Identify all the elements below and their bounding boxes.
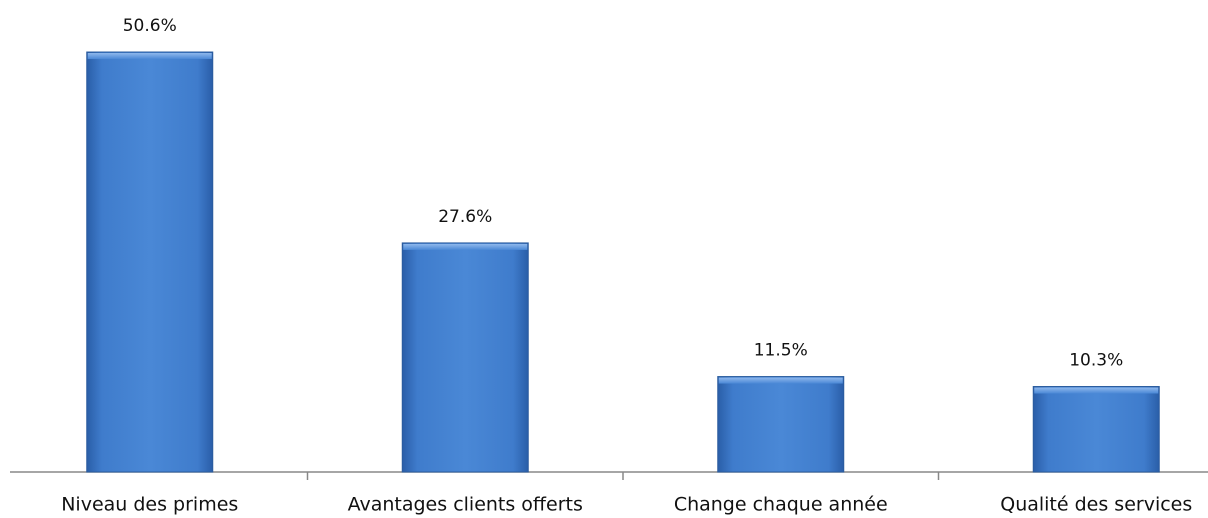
- data-label: 11.5%: [754, 341, 808, 361]
- data-label: 50.6%: [123, 16, 177, 36]
- bar-body: [401, 242, 529, 473]
- bar-body: [1032, 386, 1160, 473]
- data-label: 27.6%: [438, 207, 492, 227]
- x-tick-label: Niveau des primes: [61, 494, 238, 516]
- bar: [86, 51, 214, 473]
- bar-bevel: [718, 377, 843, 384]
- data-label: 10.3%: [1069, 351, 1123, 371]
- x-tick-label: Change chaque année: [674, 494, 888, 516]
- bar: [717, 376, 845, 473]
- x-tick-label: Qualité des services: [1000, 494, 1192, 516]
- bar: [1032, 386, 1160, 473]
- bar-bevel: [403, 243, 528, 250]
- bar-bevel: [1034, 387, 1159, 394]
- bar-body: [717, 376, 845, 473]
- x-tick-label: Avantages clients offerts: [348, 494, 583, 516]
- bar-body: [86, 51, 214, 473]
- bar-bevel: [87, 53, 212, 60]
- bar: [401, 242, 529, 473]
